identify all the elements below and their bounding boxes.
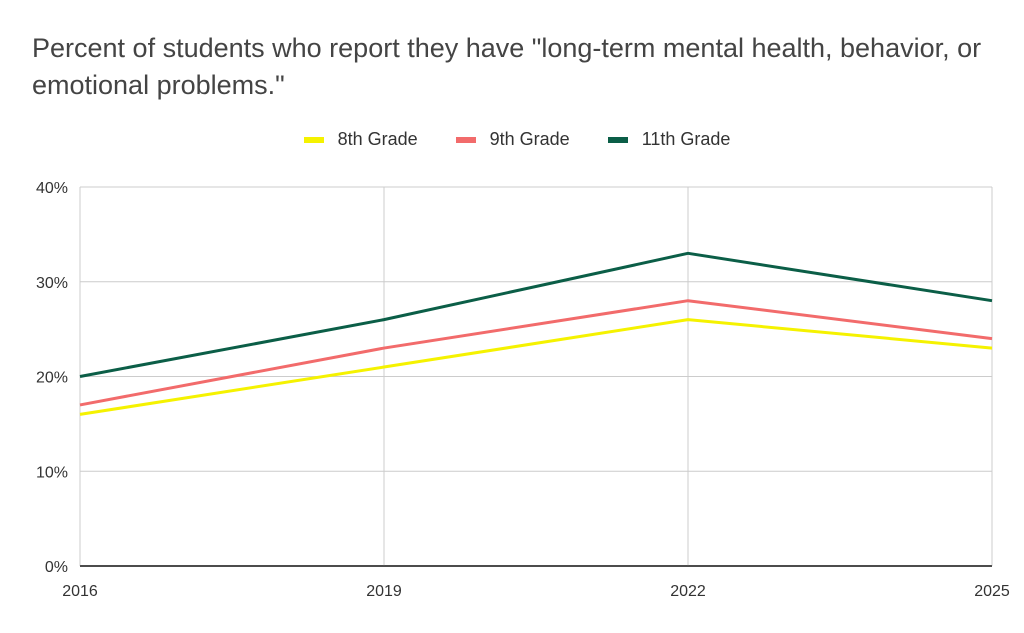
chart-title: Percent of students who report they have… — [32, 33, 982, 100]
legend-item-9th-grade: 9th Grade — [455, 129, 570, 150]
y-tick-label: 0% — [45, 559, 68, 576]
legend: 8th Grade 9th Grade 11th Grade — [0, 129, 1024, 150]
x-tick-label: 2016 — [62, 583, 98, 600]
x-tick-label: 2025 — [974, 583, 1010, 600]
y-tick-label: 40% — [36, 180, 68, 197]
series-line-9th-grade — [79, 299, 993, 407]
legend-swatch — [303, 136, 324, 143]
series-line-11th-grade — [79, 251, 993, 378]
x-tick-label: 2019 — [366, 583, 402, 600]
legend-swatch — [455, 136, 476, 143]
legend-label: 9th Grade — [489, 129, 570, 149]
y-tick-label: 10% — [36, 464, 68, 481]
legend-label: 8th Grade — [337, 129, 418, 149]
legend-label: 11th Grade — [641, 129, 731, 149]
y-tick-label: 20% — [36, 370, 68, 387]
x-tick-label: 2022 — [670, 583, 706, 600]
legend-swatch — [607, 136, 628, 143]
series-line-8th-grade — [79, 318, 993, 416]
legend-item-8th-grade: 8th Grade — [303, 129, 418, 150]
legend-item-11th-grade: 11th Grade — [607, 129, 731, 150]
y-tick-label: 30% — [36, 275, 68, 292]
